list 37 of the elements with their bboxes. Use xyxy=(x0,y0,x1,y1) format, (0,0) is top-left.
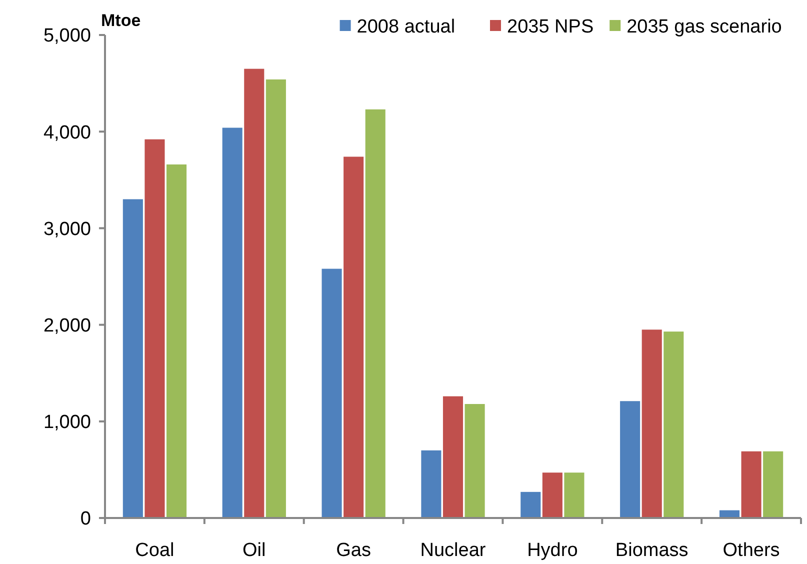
bar xyxy=(664,332,684,518)
bar xyxy=(542,472,562,518)
bar xyxy=(144,139,165,518)
bar xyxy=(222,128,242,518)
bar xyxy=(421,450,442,518)
bar xyxy=(442,396,464,518)
legend-label: 2008 actual xyxy=(356,16,456,38)
bar xyxy=(122,199,143,518)
x-tick-label: Biomass xyxy=(615,540,688,561)
bar xyxy=(266,79,286,518)
x-tick-label: Gas xyxy=(336,540,371,561)
bar xyxy=(763,451,784,518)
y-tick-label: 2,000 xyxy=(43,315,91,336)
y-tick-label: 4,000 xyxy=(43,122,91,144)
y-tick-label: 5,000 xyxy=(43,26,91,47)
legend-label: 2035 gas scenario xyxy=(626,16,782,38)
y-axis-title: Mtoe xyxy=(101,11,141,30)
bar xyxy=(564,472,584,518)
bar xyxy=(642,330,662,518)
bar xyxy=(244,68,264,518)
bar xyxy=(464,404,485,518)
x-tick-label: Coal xyxy=(135,540,174,561)
x-tick-label: Oil xyxy=(242,540,266,561)
x-tick-label: Nuclear xyxy=(420,540,486,561)
bar xyxy=(620,401,640,518)
y-tick-label: 1,000 xyxy=(43,412,91,434)
y-tick-label: 0 xyxy=(80,508,91,530)
bar xyxy=(520,492,541,518)
bar xyxy=(365,109,386,518)
bar xyxy=(741,451,762,518)
bar xyxy=(344,156,364,518)
y-tick-label: 3,000 xyxy=(43,218,91,240)
x-tick-label: Others xyxy=(722,540,780,561)
bar xyxy=(322,268,342,518)
bar xyxy=(166,164,187,518)
x-tick-label: Hydro xyxy=(527,540,578,561)
legend-label: 2035 NPS xyxy=(507,16,594,38)
